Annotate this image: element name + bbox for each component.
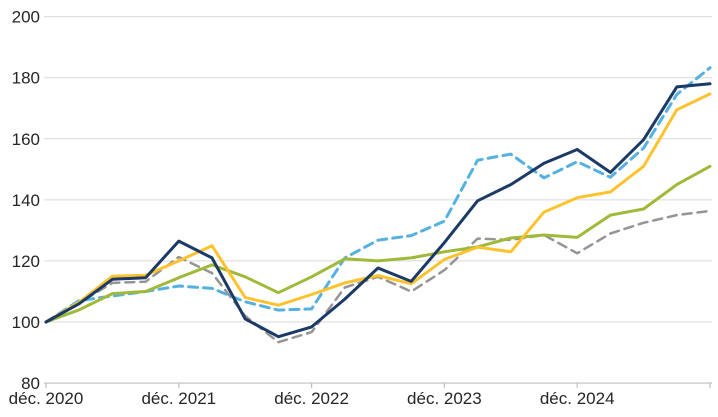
y-tick-label-180: 180 <box>12 69 40 88</box>
x-tick-label-0: déc. 2020 <box>9 389 84 408</box>
y-axis-labels: 80 100 120 140 160 180 200 <box>12 8 40 393</box>
y-tick-label-100: 100 <box>12 313 40 332</box>
x-axis-labels: déc. 2020 déc. 2021 déc. 2022 déc. 2023 déc.… <box>9 389 615 408</box>
y-tick-label-80: 80 <box>21 374 40 393</box>
y-tick-label-200: 200 <box>12 8 40 27</box>
x-tick-label-3: déc. 2023 <box>407 389 482 408</box>
x-axis <box>44 382 712 389</box>
series-line-green-solid <box>44 164 712 324</box>
series-line-yellow-solid <box>44 92 712 324</box>
gridlines <box>44 16 712 323</box>
y-tick-label-140: 140 <box>12 191 40 210</box>
x-tick-label-1: déc. 2021 <box>141 389 216 408</box>
series-line-light-blue-dashed <box>44 66 712 324</box>
series-line-dark-blue-solid <box>44 82 712 339</box>
x-tick-label-4: déc. 2024 <box>540 389 615 408</box>
x-tick-label-2: déc. 2022 <box>274 389 349 408</box>
y-tick-label-120: 120 <box>12 252 40 271</box>
series-lines <box>44 66 712 344</box>
y-tick-label-160: 160 <box>12 130 40 149</box>
